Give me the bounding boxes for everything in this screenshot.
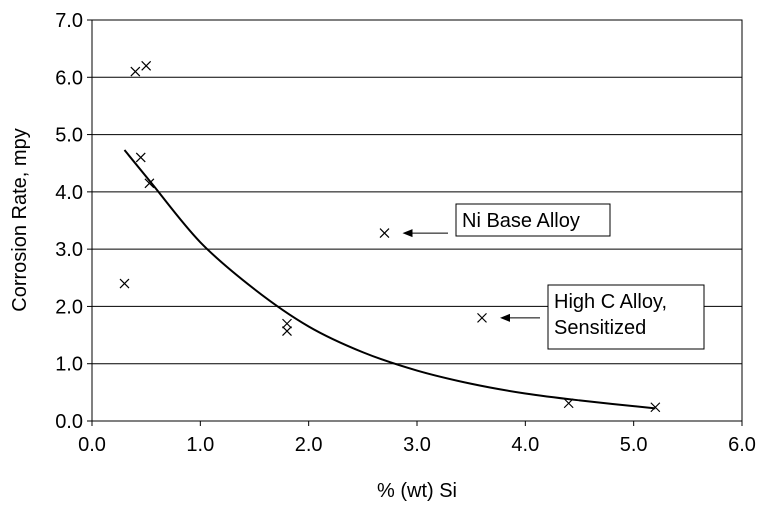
gridlines (92, 76, 742, 365)
data-point (477, 312, 487, 323)
data-point (130, 66, 141, 77)
annotation-box (547, 284, 705, 350)
axis-ticks: 0.0 1.0 2.0 3.0 4.0 5.0 6.0 7.0 0.0 1.0 2.0 3.0 4.0 5… (55, 10, 756, 456)
data-point (135, 152, 146, 163)
y-tick-label: 7.0 (55, 10, 83, 32)
y-tick-label: 4.0 (55, 182, 83, 204)
x-tick-label: 5.0 (620, 434, 648, 456)
x-tick-label: 4.0 (511, 434, 539, 456)
data-point (563, 398, 574, 409)
y-tick-label: 3.0 (55, 239, 83, 261)
y-tick-label: 5.0 (55, 125, 83, 147)
annotation-label: High C Alloy, (554, 291, 667, 313)
data-point (119, 278, 130, 289)
x-tick-label: 1.0 (186, 434, 214, 456)
x-tick-label: 2.0 (295, 434, 323, 456)
annotation-arrowhead (402, 229, 413, 238)
data-point (144, 178, 155, 189)
annotation-arrowhead (500, 313, 510, 322)
x-tick-label: 0.0 (78, 434, 106, 456)
y-tick-label: 1.0 (55, 354, 83, 376)
annotation: High C Alloy, Sensitized (500, 284, 705, 350)
annotation: Ni Base Alloy (402, 203, 611, 238)
data-points (119, 60, 661, 413)
annotations: Ni Base Alloy High C Alloy, Sensitized (402, 203, 705, 350)
data-point (379, 228, 390, 239)
x-tick-label: 3.0 (403, 434, 431, 456)
y-tick-label: 6.0 (55, 67, 83, 89)
trendline (123, 149, 656, 410)
x-tick-label: 6.0 (728, 434, 756, 456)
data-point (282, 326, 292, 336)
y-tick-label: 2.0 (55, 296, 83, 318)
y-axis-title: Corrosion Rate, mpy (9, 128, 31, 311)
plot-area (91, 19, 743, 422)
data-point (141, 60, 152, 71)
annotation-box (455, 203, 611, 237)
annotation-label: Sensitized (554, 317, 646, 339)
data-point (650, 402, 661, 413)
y-tick-label: 0.0 (55, 411, 83, 433)
x-axis-title: % (wt) Si (377, 480, 457, 502)
trendline-group (123, 149, 656, 410)
annotation-label: Ni Base Alloy (462, 210, 580, 232)
data-point (282, 318, 292, 329)
